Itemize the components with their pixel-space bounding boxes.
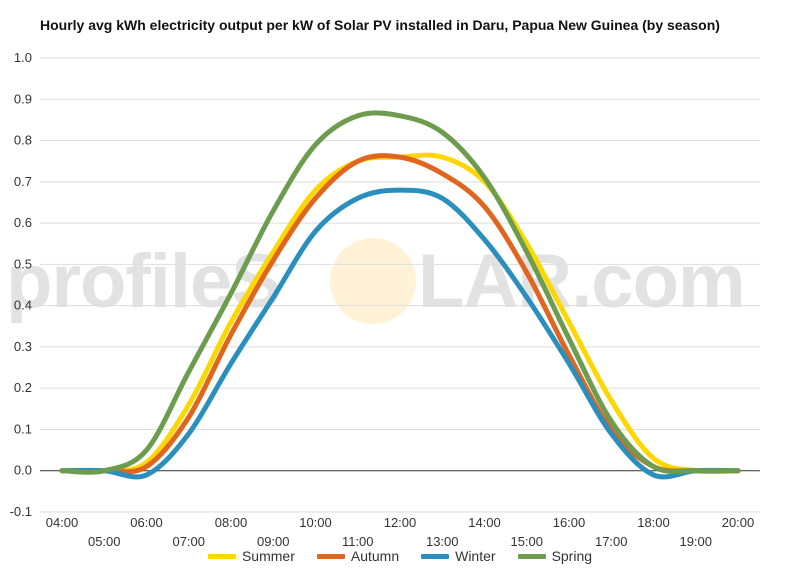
legend-swatch	[207, 553, 236, 559]
legend-swatch	[316, 553, 345, 559]
legend-label: Winter	[455, 548, 496, 564]
x-tick-label: 04:00	[46, 515, 79, 530]
legend-item-spring[interactable]: Spring	[517, 548, 593, 564]
legend-swatch	[517, 553, 546, 559]
x-tick-label: 16:00	[553, 515, 586, 530]
legend-label: Autumn	[350, 548, 400, 564]
y-tick-label: 0.3	[14, 339, 32, 354]
y-tick-label: 0.1	[14, 421, 32, 436]
series-lines	[59, 110, 741, 480]
y-tick-label: 0.8	[14, 133, 32, 148]
y-tick-label: 0.4	[14, 298, 32, 313]
x-tick-label: 06:00	[130, 515, 163, 530]
x-tick-label: 11:00	[342, 534, 374, 549]
series-line-spring	[59, 110, 741, 475]
x-tick-label: 08:00	[215, 515, 248, 530]
x-tick-label: 15:00	[510, 534, 543, 549]
y-tick-label: 1.0	[14, 50, 32, 65]
legend-item-summer[interactable]: Summer	[207, 548, 295, 564]
x-tick-label: 05:00	[88, 534, 121, 549]
legend-label: Spring	[551, 548, 593, 564]
x-tick-label: 13:00	[426, 534, 459, 549]
y-tick-label: 0.6	[14, 215, 32, 230]
y-axis-ticks: 1.0 0.9 0.8 0.7 0.6 0.5 0.4 0.3 0.2 0.1 0.0 -0.1	[10, 50, 32, 519]
y-tick-label: 0.2	[14, 380, 32, 395]
series-line-winter	[59, 187, 741, 480]
x-tick-label: 19:00	[679, 534, 712, 549]
x-tick-label: 14:00	[468, 515, 501, 530]
y-tick-label: 0.0	[14, 463, 32, 478]
x-tick-label: 18:00	[637, 515, 670, 530]
y-tick-label: -0.1	[10, 504, 32, 519]
x-tick-label: 20:00	[722, 515, 755, 530]
x-tick-label: 17:00	[595, 534, 628, 549]
grid-lines	[40, 57, 760, 513]
legend-label: Summer	[241, 548, 295, 564]
chart-title: Hourly avg kWh electricity output per kW…	[40, 17, 720, 33]
y-tick-label: 0.7	[14, 174, 32, 189]
legend-item-winter[interactable]: Winter	[421, 548, 496, 564]
x-axis-ticks: 04:00 05:00 06:00 07:00 08:00 09:00 10:00 11:00…	[46, 515, 755, 549]
x-tick-label: 12:00	[384, 515, 417, 530]
x-tick-label: 09:00	[257, 534, 290, 549]
legend: Summer Autumn Winter Spring	[0, 548, 800, 564]
legend-item-autumn[interactable]: Autumn	[316, 548, 400, 564]
y-tick-label: 0.9	[14, 91, 32, 106]
x-tick-label: 07:00	[172, 534, 205, 549]
x-tick-label: 10:00	[299, 515, 332, 530]
legend-swatch	[421, 553, 450, 559]
series-line-autumn	[59, 153, 741, 475]
y-tick-label: 0.5	[14, 256, 32, 271]
